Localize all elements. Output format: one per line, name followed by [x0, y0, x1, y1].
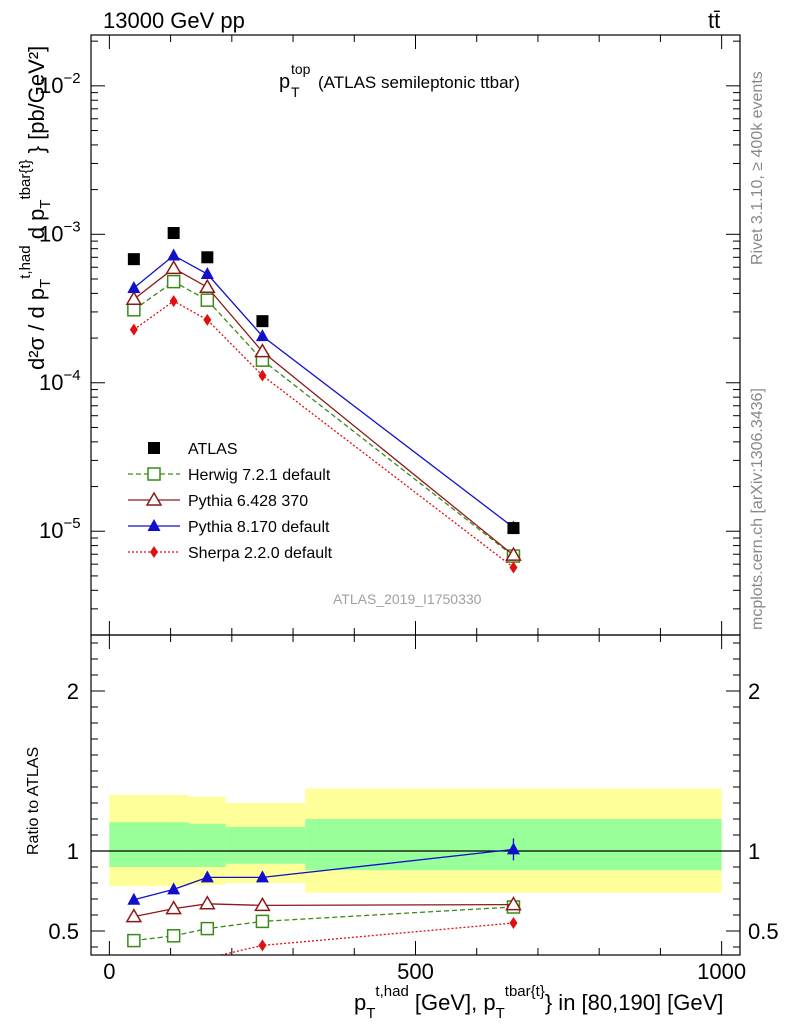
xlabel: pTt,had [GeV], pTtbar{t}} in [80,190] [G… — [354, 983, 723, 1022]
main-line-sherpa — [133, 300, 514, 568]
main-point-sherpa — [509, 561, 518, 574]
ratio-line-herwig — [133, 906, 514, 942]
ratio-band-inner — [109, 822, 189, 867]
main-point-atlas — [507, 522, 520, 535]
plot-title: p top T (ATLAS semileptonic ttbar) — [279, 61, 520, 100]
main-ytick-label: 10−3 — [39, 218, 81, 246]
ratio-point-pythia6 — [125, 908, 143, 923]
legend-label-herwig: Herwig 7.2.1 default — [188, 467, 331, 484]
main-point-pythia6 — [254, 343, 271, 358]
main-series-atlas — [127, 227, 520, 535]
main-point-atlas — [256, 315, 269, 328]
main-point-pythia6 — [165, 259, 182, 275]
ratio-band-inner — [225, 827, 306, 864]
plot-title-p: p — [279, 71, 290, 93]
legend-marker-pythia8 — [147, 519, 161, 531]
legend-label-sherpa: Sherpa 2.2.0 default — [188, 545, 333, 562]
ratio-ylabel: Ratio to ATLAS — [25, 747, 42, 855]
main-point-atlas — [201, 251, 214, 264]
ratio-xtick-label: 0 — [103, 959, 115, 984]
legend-marker-herwig — [147, 467, 161, 481]
main-ylabel-text: d²σ / d pTt,had d pTtbar{t} } [pb/GeV²] — [17, 46, 54, 370]
ratio-point-pythia6 — [199, 895, 216, 910]
ratio-ytick-label-left: 2 — [67, 679, 79, 704]
main-point-pythia6 — [125, 290, 143, 306]
ratio-series-herwig — [127, 900, 521, 948]
main-series-pythia8 — [127, 248, 520, 533]
ratio-ytick-label-right: 2 — [748, 679, 760, 704]
main-point-herwig — [166, 274, 181, 289]
main-series-sherpa — [129, 295, 518, 574]
legend-marker-sherpa — [150, 546, 158, 558]
ratio-series-pythia8 — [127, 838, 520, 905]
main-point-herwig — [200, 293, 215, 307]
ratio-point-herwig — [200, 921, 215, 936]
legend-label-pythia6: Pythia 6.428 370 — [188, 493, 308, 510]
ratio-point-pythia6 — [254, 896, 271, 912]
main-ytick-label: 10−5 — [39, 515, 81, 543]
ratio-point-herwig — [127, 933, 141, 948]
plot-title-sub: T — [291, 84, 300, 100]
main-point-pythia8 — [167, 248, 181, 261]
ratio-point-sherpa — [258, 939, 267, 952]
main-ytick-label: 10−2 — [39, 70, 81, 98]
main-ytick-label: 10−4 — [39, 367, 81, 395]
legend-marker-atlas — [148, 442, 160, 454]
xlabel-text: pTt,had [GeV], pTtbar{t}} in [80,190] [G… — [354, 983, 723, 1022]
plot-title-rest: (ATLAS semileptonic ttbar) — [318, 73, 520, 92]
main-ylabel: d²σ / d pTt,had d pTtbar{t} } [pb/GeV²] — [17, 46, 54, 370]
ratio-line-sherpa — [218, 922, 514, 955]
main-series-pythia6 — [125, 259, 522, 561]
ratio-panel: 0.5 0.5 1 1 2 2 0 500 1000 — [48, 634, 779, 984]
legend-marker-pythia6 — [145, 491, 163, 506]
legend-label-atlas: ATLAS — [188, 441, 238, 458]
ratio-point-pythia8 — [200, 870, 214, 883]
ratio-point-sherpa — [509, 917, 518, 929]
ratio-point-pythia8 — [255, 870, 269, 883]
ratio-frame — [90, 634, 741, 956]
header-energy: 13000 GeV pp — [103, 8, 245, 33]
ratio-ytick-label-right: 1 — [748, 839, 760, 864]
main-point-pythia6 — [199, 278, 216, 293]
ratio-xtick-label: 1000 — [697, 959, 746, 984]
ratio-series-sherpa — [218, 917, 518, 955]
ratio-point-pythia8 — [127, 892, 141, 905]
ratio-xtick-label: 500 — [397, 959, 434, 984]
header-process: tt̄ — [708, 8, 720, 33]
ratio-point-herwig — [255, 914, 270, 929]
main-line-pythia8 — [133, 254, 514, 528]
main-point-sherpa — [258, 369, 267, 382]
main-panel: 10−5 10−4 10−3 10−2 — [39, 34, 741, 636]
main-point-sherpa — [129, 323, 138, 336]
ratio-point-pythia6 — [505, 896, 522, 911]
ratio-band-inner — [188, 823, 226, 867]
ratio-ytick-label-right: 0.5 — [748, 919, 779, 944]
main-point-pythia8 — [255, 329, 269, 342]
main-point-atlas — [167, 227, 180, 240]
ratio-ytick-label-left: 0.5 — [48, 919, 79, 944]
main-point-pythia6 — [505, 546, 522, 561]
legend: ATLAS Herwig 7.2.1 default Pythia 6.428 37… — [128, 441, 333, 562]
legend-label-pythia8: Pythia 8.170 default — [188, 519, 330, 536]
ratio-point-pythia8 — [506, 842, 520, 855]
main-point-sherpa — [203, 313, 212, 326]
rivet-label: Rivet 3.1.10, ≥ 400k events — [749, 71, 766, 265]
main-point-pythia8 — [200, 267, 214, 280]
ratio-point-pythia8 — [167, 882, 181, 895]
main-point-sherpa — [169, 295, 178, 308]
main-point-pythia8 — [127, 280, 141, 293]
main-point-herwig — [127, 303, 141, 317]
ratio-series-pythia6 — [125, 895, 522, 923]
analysis-tag: ATLAS_2019_I1750330 — [333, 591, 482, 607]
ratio-ytick-label-left: 1 — [67, 839, 79, 864]
ratio-point-pythia6 — [165, 900, 182, 915]
main-line-herwig — [133, 280, 514, 557]
ratio-point-herwig — [166, 929, 181, 943]
mcplots-label: mcplots.cern.ch [arXiv:1306.3436] — [749, 388, 766, 630]
plot-title-sup: top — [291, 61, 311, 77]
main-point-atlas — [127, 253, 140, 266]
